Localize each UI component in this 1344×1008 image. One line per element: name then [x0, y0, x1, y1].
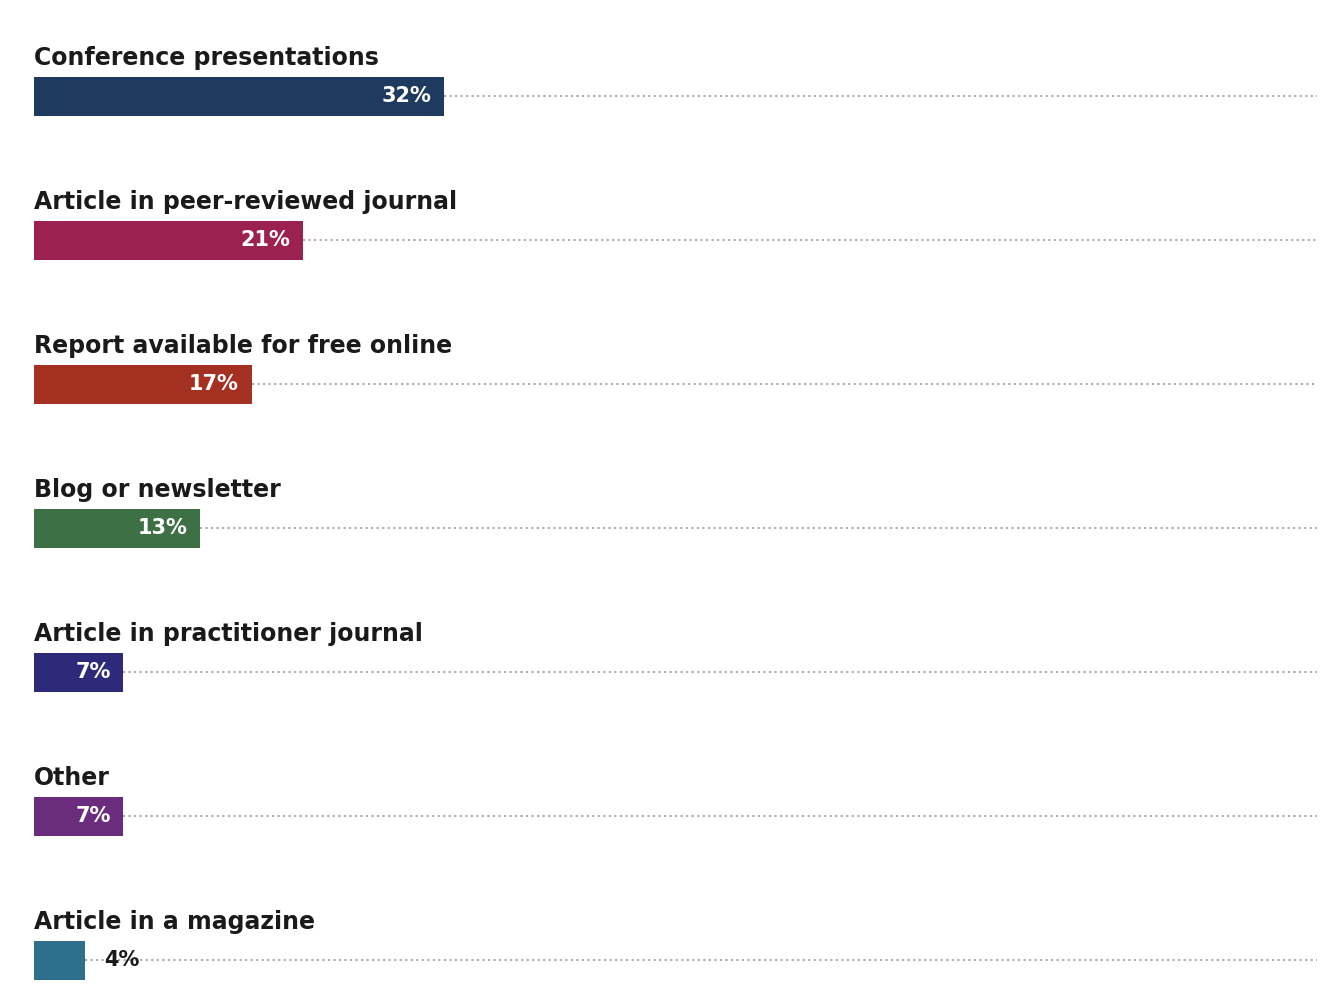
Text: 32%: 32%: [382, 87, 431, 106]
Text: Report available for free online: Report available for free online: [34, 334, 452, 358]
Text: Article in peer-reviewed journal: Article in peer-reviewed journal: [34, 190, 457, 214]
FancyBboxPatch shape: [34, 653, 124, 691]
Text: Blog or newsletter: Blog or newsletter: [34, 478, 281, 502]
FancyBboxPatch shape: [34, 940, 85, 980]
Text: 21%: 21%: [241, 231, 290, 250]
FancyBboxPatch shape: [34, 796, 124, 836]
FancyBboxPatch shape: [34, 509, 200, 548]
FancyBboxPatch shape: [34, 221, 304, 260]
Text: 7%: 7%: [75, 806, 110, 827]
Text: Article in practitioner journal: Article in practitioner journal: [34, 622, 422, 645]
FancyBboxPatch shape: [34, 365, 251, 404]
Text: 4%: 4%: [105, 951, 140, 971]
Text: 17%: 17%: [190, 374, 239, 394]
Text: Article in a magazine: Article in a magazine: [34, 909, 314, 933]
FancyBboxPatch shape: [34, 77, 445, 116]
Text: 13%: 13%: [137, 518, 188, 538]
Text: 7%: 7%: [75, 662, 110, 682]
Text: Conference presentations: Conference presentations: [34, 45, 379, 70]
Text: Other: Other: [34, 765, 109, 789]
